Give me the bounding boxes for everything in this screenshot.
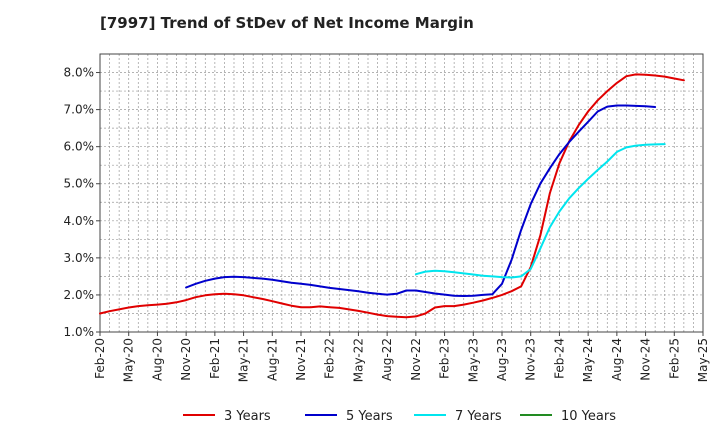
x-tick-label: Feb-21	[208, 338, 222, 379]
y-tick-label: 8.0%	[64, 66, 95, 80]
axis-layer: 1.0% 2.0% 3.0% 4.0% 5.0% 6.0% 7.0% 8.0% Feb-20 Ma…	[64, 53, 710, 382]
plot-background	[100, 54, 703, 332]
y-tick-label: 6.0%	[64, 140, 95, 154]
x-tick-label: May-24	[581, 338, 595, 382]
series-line-5-years	[185, 104, 657, 297]
y-tick-label: 5.0%	[64, 177, 95, 191]
legend-label-3-years: 3 Years	[224, 409, 271, 424]
y-tick-label: 2.0%	[64, 288, 95, 302]
legend[interactable]: 3 Years 5 Years 7 Years 10 Years	[183, 409, 616, 424]
x-tick-label: Aug-20	[150, 338, 164, 381]
x-tick-label: Feb-23	[438, 338, 452, 379]
x-tick-label: Aug-22	[380, 338, 394, 381]
series-line-3-years	[99, 73, 685, 319]
plot-frame	[99, 53, 704, 333]
x-tick-label: Feb-20	[93, 338, 107, 379]
x-tick-label: Aug-21	[265, 338, 279, 381]
x-tick-label: Nov-20	[179, 338, 193, 381]
x-tick-label: May-20	[122, 338, 136, 382]
x-tick-label: Feb-24	[552, 338, 566, 379]
y-tick-label: 7.0%	[64, 103, 95, 117]
legend-label-7-years: 7 Years	[455, 409, 502, 424]
x-tick-label: Nov-21	[294, 338, 308, 381]
x-tick-label: Aug-23	[495, 338, 509, 381]
legend-label-5-years: 5 Years	[346, 409, 393, 424]
x-tick-label: Nov-24	[639, 338, 653, 381]
series-line-7-years	[414, 143, 666, 279]
x-tick-label: May-22	[351, 338, 365, 382]
legend-label-10-years: 10 Years	[561, 409, 616, 424]
x-tick-label: Aug-24	[610, 338, 624, 381]
x-tick-label: Feb-25	[667, 338, 681, 379]
x-tick-label: Nov-22	[409, 338, 423, 381]
x-tick-label: Feb-22	[323, 338, 337, 379]
chart-title: [7997] Trend of StDev of Net Income Marg…	[100, 14, 474, 32]
y-tick-label: 1.0%	[64, 325, 95, 339]
y-tick-label: 3.0%	[64, 251, 95, 265]
series-layer	[99, 73, 685, 319]
grid-layer	[99, 53, 704, 333]
y-tick-label: 4.0%	[64, 214, 95, 228]
x-tick-label: May-21	[237, 338, 251, 382]
x-tick-label: May-25	[696, 338, 710, 382]
x-tick-label: May-23	[466, 338, 480, 382]
x-tick-label: Nov-23	[524, 338, 538, 381]
